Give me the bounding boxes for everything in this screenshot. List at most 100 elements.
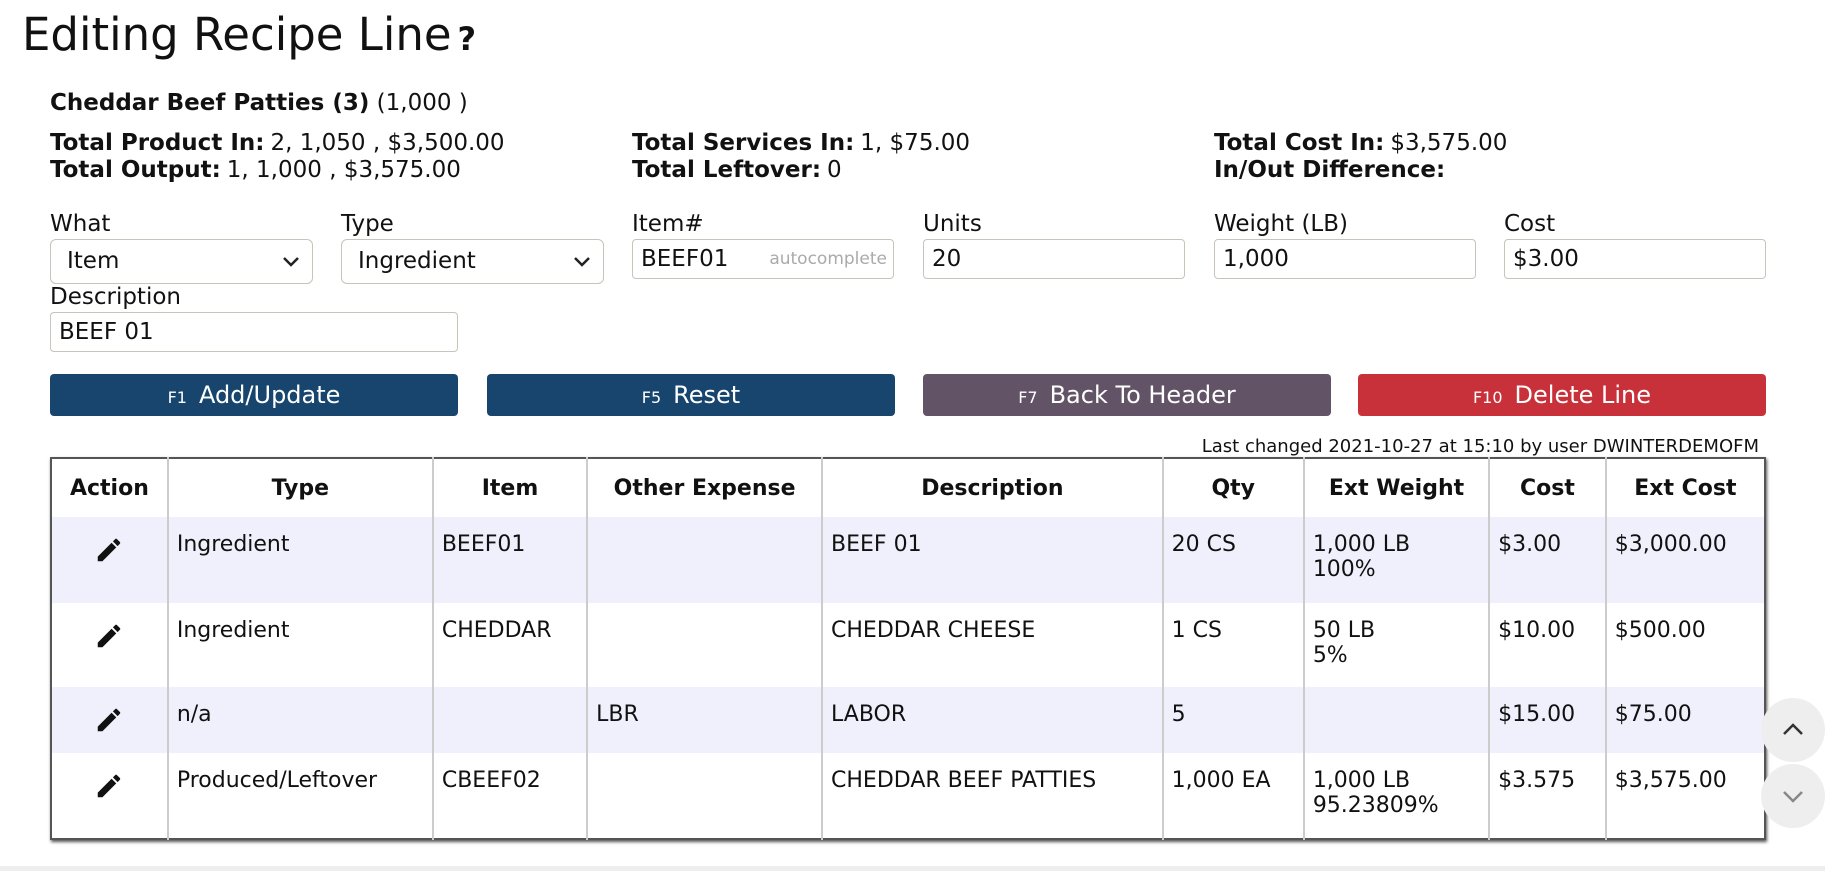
edit-icon[interactable] bbox=[94, 621, 124, 651]
cell-text: $10.00 bbox=[1498, 618, 1576, 643]
button-key: F5 bbox=[641, 388, 662, 407]
cell-text: 1 CS bbox=[1171, 618, 1222, 643]
column-header: Ext Weight bbox=[1302, 458, 1490, 517]
recipe-title: Cheddar Beef Patties (3) bbox=[50, 90, 370, 116]
scroll-down[interactable] bbox=[1761, 764, 1825, 828]
column-header: Qty bbox=[1161, 458, 1304, 517]
cell-text: 5 bbox=[1171, 702, 1186, 727]
action-button[interactable]: F1 Add/Update bbox=[50, 374, 458, 416]
total-value: 1, $75.00 bbox=[860, 130, 971, 156]
page-title: Editing Recipe Line? bbox=[22, 8, 476, 61]
cell-text: CHEDDAR CHEESE bbox=[831, 618, 1036, 643]
table-cell: LABOR bbox=[821, 687, 1163, 753]
field-label: Weight (LB) bbox=[1214, 211, 1348, 237]
total-label: Total Cost In: bbox=[1214, 130, 1385, 156]
table-row: Produced/Leftover CBEEF02 CHEDDAR BEEF PAT… bbox=[51, 753, 1765, 839]
column-header: Description bbox=[821, 458, 1163, 517]
field-label: Item# bbox=[632, 211, 704, 237]
total-label: Total Leftover: bbox=[632, 157, 822, 183]
units-input[interactable]: 20 bbox=[923, 239, 1185, 279]
table-cell: $500.00 bbox=[1604, 603, 1765, 687]
total: Total Leftover: 0 bbox=[632, 157, 842, 183]
table-cell bbox=[51, 603, 168, 687]
what-select[interactable]: Item bbox=[50, 239, 313, 284]
total-value: $3,575.00 bbox=[1390, 130, 1508, 156]
cell-text: CHEDDAR BEEF PATTIES bbox=[831, 768, 1097, 793]
action-button[interactable]: F10 Delete Line bbox=[1358, 374, 1766, 416]
column-header: Type bbox=[166, 458, 433, 517]
field-label: Units bbox=[923, 211, 982, 237]
total-value: 1, 1,000 , $3,575.00 bbox=[226, 157, 461, 183]
button-key: F1 bbox=[167, 388, 187, 407]
table-cell: 1,000 EA bbox=[1161, 753, 1304, 839]
edit-icon[interactable] bbox=[94, 705, 124, 735]
table-cell bbox=[586, 603, 823, 687]
table-cell bbox=[431, 687, 588, 753]
input-hint: autocomplete bbox=[769, 249, 887, 269]
field-label: Description bbox=[50, 284, 181, 310]
button-label: Delete Line bbox=[1514, 381, 1652, 409]
cell-text: LBR bbox=[596, 702, 639, 727]
table-cell: 50 LB 5% bbox=[1302, 603, 1490, 687]
total-label: Total Services In: bbox=[632, 130, 855, 156]
table-cell: CHEDDAR bbox=[431, 603, 588, 687]
select-value: Ingredient bbox=[358, 248, 476, 274]
cell-line: 100% bbox=[1312, 557, 1376, 582]
recipe-lines-table: Action Type Item Other Expense Description Qt… bbox=[50, 457, 1766, 840]
edit-icon[interactable] bbox=[94, 771, 124, 801]
total: Total Cost In: $3,575.00 bbox=[1214, 130, 1507, 156]
table-cell bbox=[51, 517, 168, 603]
total: Total Product In: 2, 1,050 , $3,500.00 bbox=[50, 130, 505, 156]
type-select[interactable]: Ingredient bbox=[341, 239, 604, 284]
table-cell: Produced/Leftover bbox=[166, 753, 433, 839]
help-icon[interactable]: ? bbox=[457, 20, 477, 58]
table-row: Ingredient CHEDDAR CHEDDAR CHEESE 1 CS 50 LB… bbox=[51, 603, 1765, 687]
cell-line: 5% bbox=[1312, 643, 1348, 668]
input-value: BEEF01 bbox=[641, 246, 729, 272]
up-icon bbox=[1783, 723, 1803, 735]
description-input[interactable]: BEEF 01 bbox=[50, 312, 458, 352]
cell-text: $15.00 bbox=[1498, 702, 1576, 727]
chevron bbox=[574, 257, 590, 267]
table-cell: 20 CS bbox=[1161, 517, 1304, 603]
item-input[interactable]: BEEF01 autocomplete bbox=[632, 239, 894, 279]
total-value: 2, 1,050 , $3,500.00 bbox=[270, 130, 505, 156]
last-changed: Last changed 2021-10-27 at 15:10 by user… bbox=[1201, 436, 1759, 457]
table-cell: Ingredient bbox=[166, 517, 433, 603]
cell-text: BEEF 01 bbox=[831, 532, 922, 557]
recipe-qty: (1,000 ) bbox=[376, 90, 468, 116]
down-icon bbox=[1783, 791, 1803, 803]
action-button[interactable]: F5 Reset bbox=[487, 374, 895, 416]
field-label: Cost bbox=[1504, 211, 1556, 237]
cell-text: Ingredient bbox=[176, 532, 290, 557]
table-cell: $3,000.00 bbox=[1604, 517, 1765, 603]
cell-line: 1,000 LB bbox=[1312, 768, 1411, 793]
button-label: Reset bbox=[673, 381, 741, 409]
scroll-up[interactable] bbox=[1761, 698, 1825, 762]
field-label: What bbox=[50, 211, 111, 237]
table-cell: $3.00 bbox=[1488, 517, 1606, 603]
table-cell bbox=[51, 687, 168, 753]
table-cell bbox=[1302, 687, 1490, 753]
cell-text: Ingredient bbox=[176, 618, 290, 643]
cell-text: Produced/Leftover bbox=[176, 768, 378, 793]
cell-line: 50 LB bbox=[1312, 618, 1376, 643]
table-cell: 1,000 LB 100% bbox=[1302, 517, 1490, 603]
column-header: Cost bbox=[1488, 458, 1606, 517]
select-value: Item bbox=[67, 248, 120, 274]
bottom-bar bbox=[0, 866, 1825, 871]
table-cell: BEEF 01 bbox=[821, 517, 1163, 603]
cell-text: $3.00 bbox=[1498, 532, 1562, 557]
weight-input[interactable]: 1,000 bbox=[1214, 239, 1476, 279]
table-cell: 1,000 LB 95.23809% bbox=[1302, 753, 1490, 839]
action-button[interactable]: F7 Back To Header bbox=[923, 374, 1331, 416]
table-cell bbox=[51, 753, 168, 839]
table-row: n/a LBR LABOR 5 $15.00 $75.00 bbox=[51, 687, 1765, 753]
edit-icon[interactable] bbox=[94, 535, 124, 565]
table-body: Ingredient BEEF01 BEEF 01 20 CS 1,000 LB 100%… bbox=[51, 517, 1765, 839]
column-header: Action bbox=[69, 475, 149, 501]
cost-input[interactable]: $3.00 bbox=[1504, 239, 1766, 279]
total: In/Out Difference: bbox=[1214, 157, 1451, 183]
cell-text: $500.00 bbox=[1614, 618, 1706, 643]
